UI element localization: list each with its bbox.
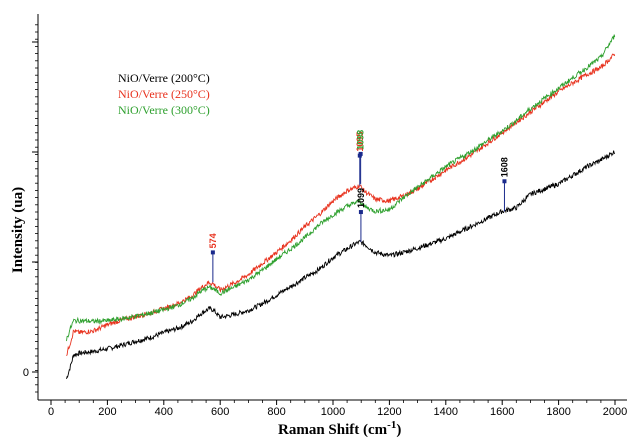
x-tick-label-0: 0 xyxy=(48,406,54,418)
x-axis-title: Raman Shift (cm-1) xyxy=(278,419,401,438)
peak-label-1608: 1608 xyxy=(499,157,509,177)
x-tick-label-1400: 1400 xyxy=(434,406,458,418)
peak-dot-3 xyxy=(358,151,363,156)
peak-dot-4 xyxy=(502,179,507,184)
peak-dot-0 xyxy=(210,250,215,255)
y-tick-label-0: 0 xyxy=(23,367,29,379)
x-tick-label-800: 800 xyxy=(267,406,285,418)
x-tick-label-2000: 2000 xyxy=(603,406,627,418)
series-line-0 xyxy=(66,150,616,380)
legend-entry-250c: NiO/Verre (250°C) xyxy=(118,87,210,101)
legend-entry-300c: NiO/Verre (300°C) xyxy=(118,103,210,117)
x-tick-label-600: 600 xyxy=(211,406,229,418)
peak-label-1095: 1095 xyxy=(355,132,365,152)
x-tick-label-200: 200 xyxy=(98,406,116,418)
series-line-2 xyxy=(66,34,616,342)
x-tick-label-1600: 1600 xyxy=(490,406,514,418)
x-tick-label-1800: 1800 xyxy=(546,406,570,418)
x-tick-label-1000: 1000 xyxy=(321,406,345,418)
peak-label-1098: 1098 xyxy=(356,130,366,150)
x-tick-label-1200: 1200 xyxy=(377,406,401,418)
legend: NiO/Verre (200°C) NiO/Verre (250°C) NiO/… xyxy=(118,71,210,117)
peak-label-574: 574 xyxy=(208,233,218,248)
y-axis-title: Intensity (ua) xyxy=(10,187,26,273)
axes: 0 200 400 600 800 1000 1200 1400 1600 1800 2000 0 xyxy=(23,14,627,418)
series-layer xyxy=(66,34,616,380)
peak-dot-1 xyxy=(358,210,363,215)
peak-label-1099: 1099 xyxy=(356,188,366,208)
x-tick-label-400: 400 xyxy=(155,406,173,418)
legend-entry-200c: NiO/Verre (200°C) xyxy=(118,71,210,85)
